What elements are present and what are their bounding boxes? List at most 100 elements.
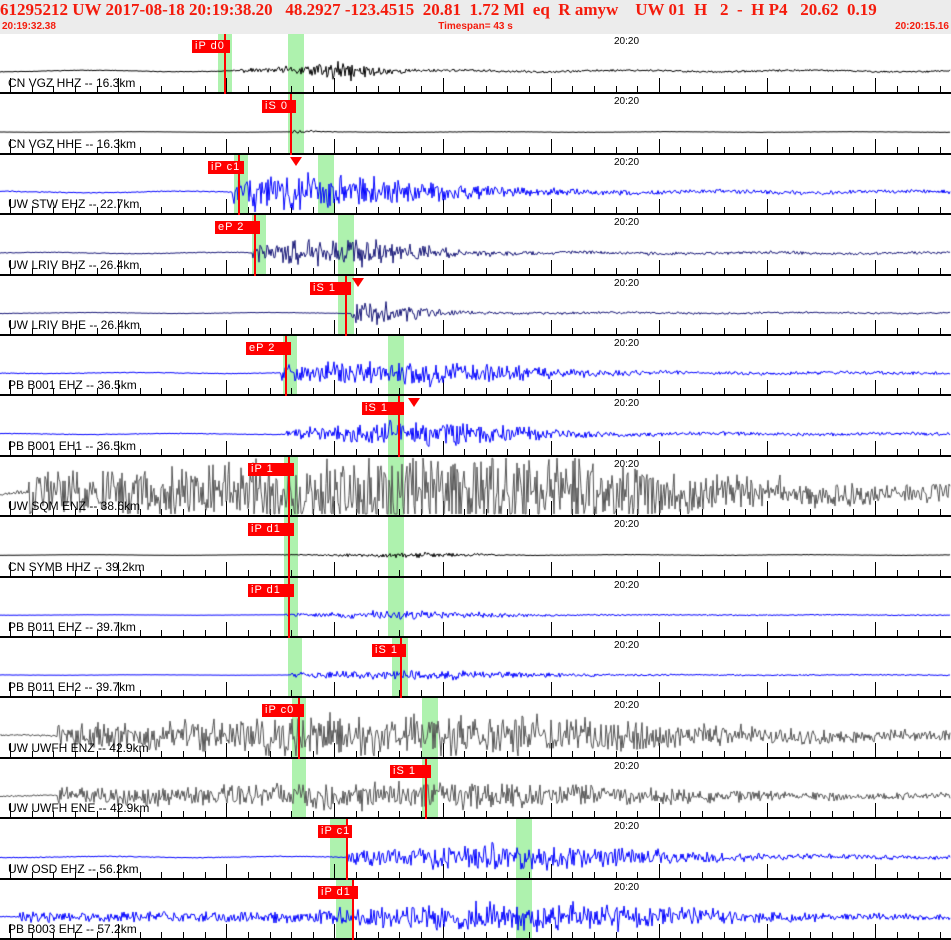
station-channel-label: UW STW EHZ -- 22.7km bbox=[8, 197, 140, 211]
waveform bbox=[0, 34, 951, 94]
phase-pick-label[interactable]: iS 1 bbox=[390, 765, 431, 778]
pick-time-line[interactable] bbox=[288, 457, 290, 517]
axis-time-label: 20:20 bbox=[614, 398, 640, 409]
waveform bbox=[0, 155, 951, 215]
trace-row[interactable]: UW OSD EHZ -- 56.2km 20:20 iP c1 bbox=[0, 819, 951, 880]
station-channel-label: PB B011 EHZ -- 39.7km bbox=[8, 620, 136, 634]
pick-time-line[interactable] bbox=[254, 215, 256, 276]
waveform bbox=[0, 215, 951, 276]
trace-row[interactable]: PB B011 EHZ -- 39.7km 20:20 iP d1 bbox=[0, 578, 951, 638]
waveform bbox=[0, 698, 951, 759]
axis-time-label: 20:20 bbox=[614, 519, 640, 530]
phase-pick-label[interactable]: iS 1 bbox=[372, 644, 406, 657]
header-bar: 61295212 UW 2017-08-18 20:19:38.20 48.29… bbox=[0, 0, 951, 34]
window-end-time: 20:20:15.16 bbox=[895, 21, 949, 32]
timespan-label: Timespan= 43 s bbox=[438, 21, 513, 32]
phase-pick-label[interactable]: iS 0 bbox=[262, 100, 296, 113]
axis-time-label: 20:20 bbox=[614, 821, 640, 832]
station-channel-label: PB B001 EH1 -- 36.5km bbox=[8, 439, 137, 453]
event-summary-line: 61295212 UW 2017-08-18 20:19:38.20 48.29… bbox=[0, 0, 877, 19]
phase-pick-label[interactable]: iP d0 bbox=[192, 40, 230, 53]
phase-pick-label[interactable]: iP d1 bbox=[248, 523, 294, 536]
trace-row[interactable]: CN VGZ HHZ -- 16.3km 20:20 iP d0 bbox=[0, 34, 951, 94]
waveform bbox=[0, 638, 951, 698]
trace-row[interactable]: UW SQM ENZ -- 38.6km 20:20 iP 1 bbox=[0, 457, 951, 517]
axis-time-label: 20:20 bbox=[614, 96, 640, 107]
pick-time-line[interactable] bbox=[400, 638, 402, 698]
axis-time-label: 20:20 bbox=[614, 157, 640, 168]
trace-row[interactable]: UW LRIV BHE -- 26.4km 20:20 iS 1 bbox=[0, 276, 951, 336]
trace-row[interactable]: CN VGZ HHE -- 16.3km 20:20 iS 0 bbox=[0, 94, 951, 155]
phase-pick-label[interactable]: iP d1 bbox=[318, 886, 358, 899]
trace-row[interactable]: PB B001 EH1 -- 36.5km 20:20 iS 1 bbox=[0, 396, 951, 457]
station-channel-label: UW UWFH ENZ -- 42.9km bbox=[8, 741, 149, 755]
trace-row[interactable]: UW LRIV BHZ -- 26.4km 20:20 eP 2 bbox=[0, 215, 951, 276]
axis-time-label: 20:20 bbox=[614, 580, 640, 591]
axis-time-label: 20:20 bbox=[614, 338, 640, 349]
window-start-time: 20:19:32.38 bbox=[2, 21, 56, 32]
phase-pick-label[interactable]: eP 2 bbox=[246, 342, 291, 355]
station-channel-label: UW UWFH ENE -- 42.9km bbox=[8, 801, 150, 815]
station-channel-label: PB B003 EHZ -- 57.2km bbox=[8, 922, 137, 936]
axis-time-label: 20:20 bbox=[614, 217, 640, 228]
station-channel-label: CN SYMB HHZ -- 39.2km bbox=[8, 560, 145, 574]
axis-time-label: 20:20 bbox=[614, 640, 640, 651]
pick-time-line[interactable] bbox=[345, 276, 347, 336]
axis-time-label: 20:20 bbox=[614, 761, 640, 772]
waveform bbox=[0, 819, 951, 880]
amplitude-marker-icon[interactable] bbox=[290, 157, 302, 166]
phase-pick-label[interactable]: iP 1 bbox=[248, 463, 294, 476]
pick-time-line[interactable] bbox=[352, 880, 354, 940]
axis-time-label: 20:20 bbox=[614, 278, 640, 289]
phase-pick-label[interactable]: iS 1 bbox=[362, 402, 404, 415]
waveform bbox=[0, 94, 951, 155]
pick-time-line[interactable] bbox=[288, 517, 290, 578]
station-channel-label: PB B011 EH2 -- 39.7km bbox=[8, 680, 136, 694]
phase-pick-label[interactable]: iP c1 bbox=[318, 825, 352, 838]
pick-time-line[interactable] bbox=[224, 34, 226, 94]
trace-row[interactable]: UW STW EHZ -- 22.7km 20:20 iP c1 bbox=[0, 155, 951, 215]
trace-row[interactable]: UW UWFH ENE -- 42.9km 20:20 iS 1 bbox=[0, 759, 951, 819]
waveform bbox=[0, 336, 951, 396]
pick-time-line[interactable] bbox=[288, 578, 290, 638]
trace-row[interactable]: UW UWFH ENZ -- 42.9km 20:20 iP c0 bbox=[0, 698, 951, 759]
trace-row[interactable]: PB B001 EHZ -- 36.5km 20:20 eP 2 bbox=[0, 336, 951, 396]
trace-row[interactable]: CN SYMB HHZ -- 39.2km 20:20 iP d1 bbox=[0, 517, 951, 578]
trace-row[interactable]: PB B011 EH2 -- 39.7km 20:20 iS 1 bbox=[0, 638, 951, 698]
station-channel-label: CN VGZ HHZ -- 16.3km bbox=[8, 76, 136, 90]
pick-time-line[interactable] bbox=[346, 819, 348, 880]
phase-pick-label[interactable]: iP c0 bbox=[262, 704, 304, 717]
station-channel-label: UW LRIV BHZ -- 26.4km bbox=[8, 258, 140, 272]
phase-pick-label[interactable]: iP d1 bbox=[248, 584, 294, 597]
waveform bbox=[0, 396, 951, 457]
waveform bbox=[0, 880, 951, 940]
waveform bbox=[0, 457, 951, 517]
pick-time-line[interactable] bbox=[290, 94, 292, 155]
phase-pick-label[interactable]: iS 1 bbox=[310, 282, 351, 295]
pick-time-line[interactable] bbox=[298, 698, 300, 759]
trace-panel[interactable]: CN VGZ HHZ -- 16.3km 20:20 iP d0 CN VGZ HHE… bbox=[0, 34, 951, 940]
pick-time-line[interactable] bbox=[285, 336, 287, 396]
amplitude-marker-icon[interactable] bbox=[408, 398, 420, 407]
station-channel-label: UW OSD EHZ -- 56.2km bbox=[8, 862, 139, 876]
axis-time-label: 20:20 bbox=[614, 700, 640, 711]
station-channel-label: PB B001 EHZ -- 36.5km bbox=[8, 378, 137, 392]
phase-pick-label[interactable]: eP 2 bbox=[215, 221, 260, 234]
pick-time-line[interactable] bbox=[238, 155, 240, 215]
station-channel-label: CN VGZ HHE -- 16.3km bbox=[8, 137, 137, 151]
pick-time-line[interactable] bbox=[425, 759, 427, 819]
waveform bbox=[0, 276, 951, 336]
trace-row[interactable]: PB B003 EHZ -- 57.2km 20:20 iP d1 bbox=[0, 880, 951, 940]
station-channel-label: UW SQM ENZ -- 38.6km bbox=[8, 499, 141, 513]
axis-time-label: 20:20 bbox=[614, 459, 640, 470]
waveform bbox=[0, 759, 951, 819]
pick-time-line[interactable] bbox=[398, 396, 400, 457]
amplitude-marker-icon[interactable] bbox=[352, 278, 364, 287]
waveform bbox=[0, 517, 951, 578]
waveform bbox=[0, 578, 951, 638]
axis-time-label: 20:20 bbox=[614, 36, 640, 47]
axis-time-label: 20:20 bbox=[614, 882, 640, 893]
station-channel-label: UW LRIV BHE -- 26.4km bbox=[8, 318, 141, 332]
phase-pick-label[interactable]: iP c1 bbox=[208, 161, 244, 174]
